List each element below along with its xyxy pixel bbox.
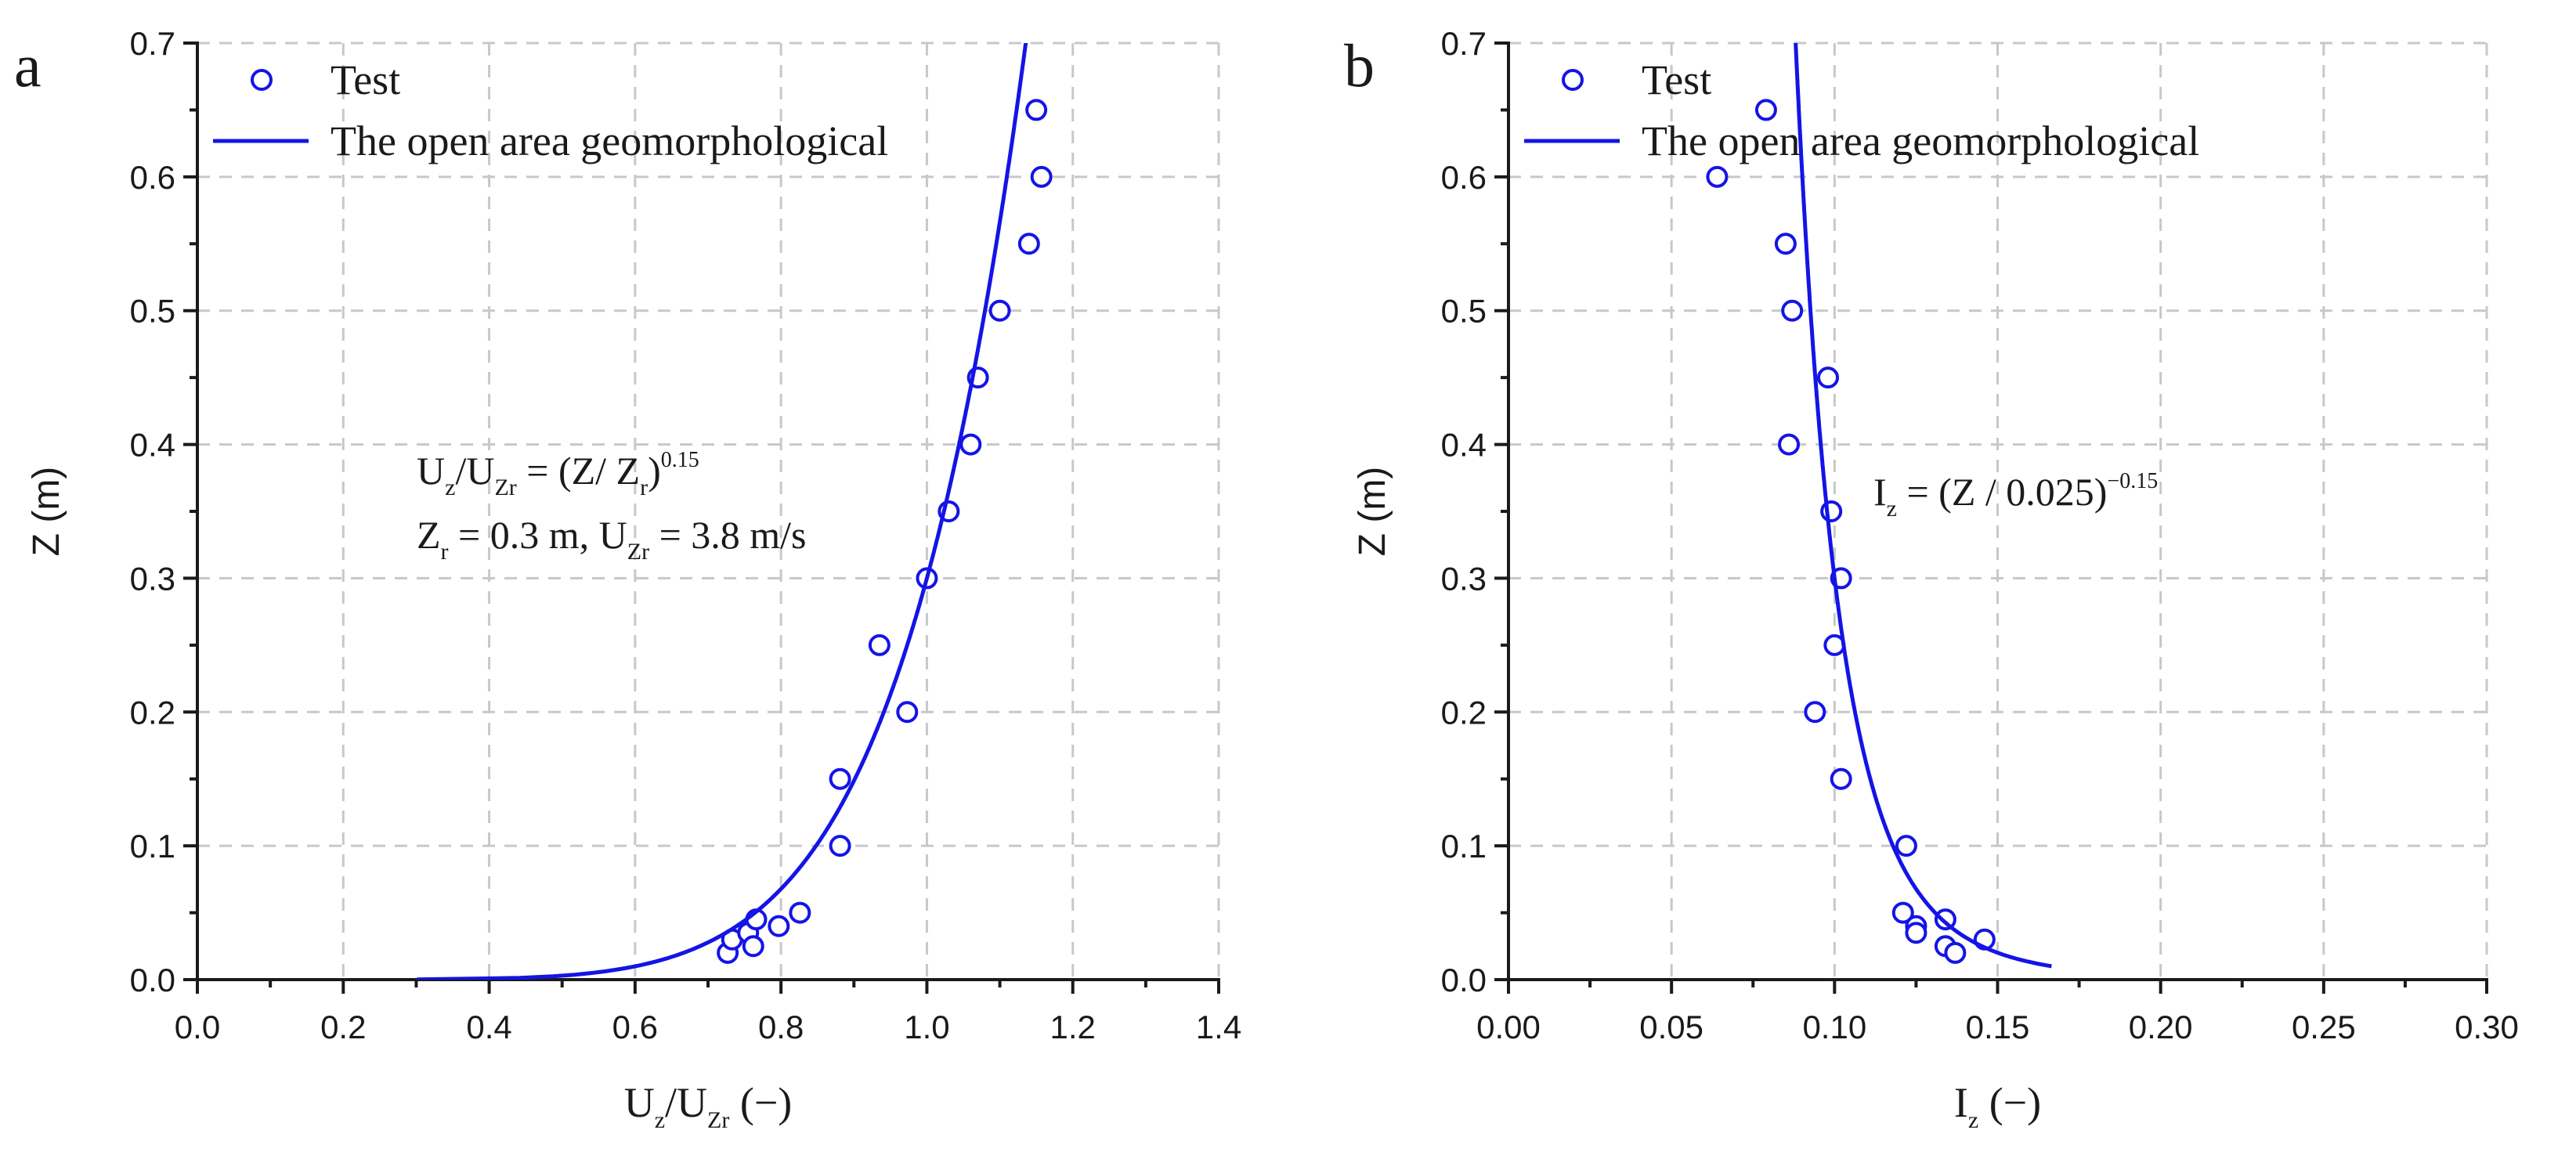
equation-annotation: Iz = (Z / 0.025)−0.15 <box>1873 469 2158 522</box>
data-point <box>829 767 851 790</box>
x-tick-label: 0.15 <box>1966 1009 2030 1045</box>
panel-label: a <box>14 31 42 99</box>
equation-line-1: Uz/UZr = (Z/ Zr)0.15 <box>417 448 699 500</box>
legend-label-test: Test <box>1642 56 1711 103</box>
x-tick-label: 0.10 <box>1802 1009 1866 1045</box>
gridlines <box>197 42 1220 980</box>
data-point <box>1781 299 1804 322</box>
series-line-model <box>417 43 1028 980</box>
data-point <box>959 433 982 456</box>
data-point <box>829 835 851 857</box>
y-tick-label: 0.2 <box>130 694 175 731</box>
x-tick-label: 0.00 <box>1476 1009 1541 1045</box>
data-point <box>1817 366 1840 389</box>
data-point <box>988 299 1011 322</box>
chart-panel-a: 0.0 0.2 0.4 0.6 0.8 1.0 1.2 1.4 0.0 0.1 0.2 0.3 0.4 0… <box>14 25 1241 1133</box>
y-tick-label: 0.5 <box>130 293 175 330</box>
equation-line-1: Iz = (Z / 0.025)−0.15 <box>1873 469 2158 522</box>
x-tick-label: 0.0 <box>175 1009 220 1045</box>
chart-panel-b: 0.00 0.05 0.10 0.15 0.20 0.25 0.30 0.0 0.1 0.2 0.3… <box>1344 25 2519 1133</box>
legend: Test The open area geomorphological <box>1524 56 2199 164</box>
y-axis-title: Z (m) <box>1352 467 1393 557</box>
panel-label: b <box>1344 31 1375 99</box>
data-point <box>742 935 764 958</box>
x-tick-label: 0.8 <box>758 1009 804 1045</box>
legend-label-test: Test <box>331 56 400 103</box>
y-tick-label: 0.4 <box>130 427 175 464</box>
y-tick-label: 0.5 <box>1441 293 1487 330</box>
x-tick-label: 0.20 <box>2129 1009 2193 1045</box>
data-point <box>1030 165 1053 188</box>
data-point <box>1804 701 1826 724</box>
x-tick-label: 0.30 <box>2455 1009 2519 1045</box>
data-point <box>1905 922 1927 944</box>
legend-marker-test <box>1562 69 1584 91</box>
y-tick-label: 0.7 <box>1441 25 1487 62</box>
legend-marker-test <box>251 69 273 91</box>
y-tick-label: 0.0 <box>130 962 175 998</box>
data-point <box>1754 99 1777 121</box>
data-point <box>1774 233 1797 255</box>
data-point <box>768 915 790 937</box>
y-tick-label: 0.3 <box>1441 560 1487 597</box>
y-tick-label: 0.6 <box>1441 159 1487 196</box>
x-tick-label: 0.25 <box>2292 1009 2356 1045</box>
y-axis-title: Z (m) <box>26 467 67 557</box>
y-tick-label: 0.0 <box>1441 962 1487 998</box>
x-tick-label: 0.2 <box>320 1009 366 1045</box>
x-tick-label: 1.4 <box>1196 1009 1241 1045</box>
legend: Test The open area geomorphological <box>213 56 888 164</box>
data-point <box>1778 433 1801 456</box>
series-test-points <box>1706 99 1996 964</box>
y-tick-label: 0.3 <box>130 560 175 597</box>
x-tick-label: 0.05 <box>1639 1009 1703 1045</box>
y-tick-label: 0.2 <box>1441 694 1487 731</box>
data-point <box>1891 901 1914 924</box>
data-point <box>1895 835 1917 857</box>
x-tick-label: 0.4 <box>466 1009 511 1045</box>
equation-line-2: Zr = 0.3 m, UZr = 3.8 m/s <box>417 513 807 565</box>
data-point <box>868 634 891 656</box>
series-test-points <box>717 99 1053 964</box>
data-point <box>789 901 811 924</box>
x-axis-title: Iz (−) <box>1954 1079 2041 1133</box>
series-line-model <box>1794 43 2052 969</box>
y-tick-label: 0.1 <box>130 828 175 865</box>
data-point <box>1025 99 1048 121</box>
x-axis-title: Uz/UZr (−) <box>624 1079 793 1133</box>
data-point <box>1830 767 1852 790</box>
y-tick-label: 0.4 <box>1441 427 1487 464</box>
data-point <box>1017 233 1040 255</box>
data-point <box>896 701 919 724</box>
equation-annotation: Uz/UZr = (Z/ Zr)0.15 Zr = 0.3 m, UZr = 3.… <box>417 448 807 565</box>
data-point <box>1706 165 1729 188</box>
x-tick-label: 0.6 <box>612 1009 658 1045</box>
y-tick-label: 0.6 <box>130 159 175 196</box>
legend-label-model: The open area geomorphological <box>331 117 888 164</box>
x-tick-label: 1.0 <box>904 1009 949 1045</box>
x-tick-label: 1.2 <box>1050 1009 1096 1045</box>
legend-label-model: The open area geomorphological <box>1642 117 2199 164</box>
y-tick-label: 0.1 <box>1441 828 1487 865</box>
y-tick-label: 0.7 <box>130 25 175 62</box>
data-point <box>1944 941 1967 964</box>
